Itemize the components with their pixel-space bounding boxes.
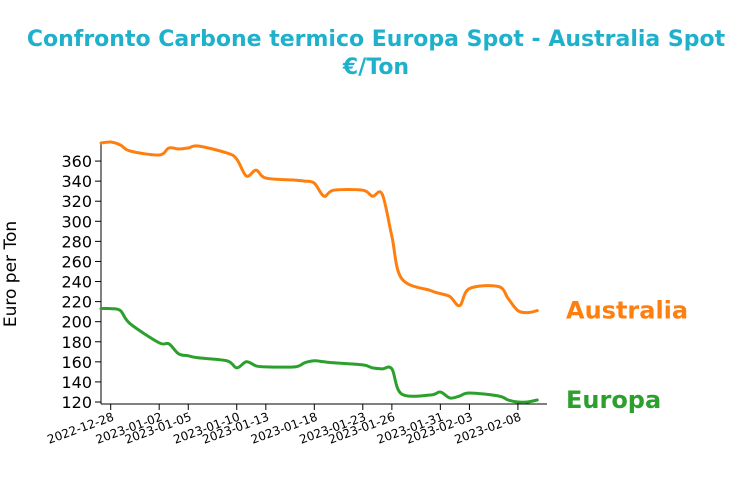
series-labels: Australia Europa [566,297,688,414]
y-tick-label: 140 [61,373,92,392]
series-line-europa [99,306,539,404]
y-tick-label: 200 [61,313,92,332]
series-label-europa: Europa [566,386,661,414]
series-line-australia [99,140,539,315]
y-tick-label: 300 [61,212,92,231]
y-tick-label: 240 [61,273,92,292]
chart-title: Confronto Carbone termico Europa Spot - … [27,27,726,52]
y-tick-label: 160 [61,353,92,372]
y-tick-label: 340 [61,172,92,191]
series-label-australia: Australia [566,297,688,325]
y-tick-label: 360 [61,152,92,171]
y-tick-label: 180 [61,333,92,352]
y-tick-label: 120 [61,393,92,412]
chart-subtitle: €/Ton [342,55,409,80]
y-tick-label: 280 [61,232,92,251]
y-tick-label: 220 [61,293,92,312]
y-tick-label: 260 [61,252,92,271]
x-axis: 2022-12-282023-01-022023-01-052023-01-10… [45,403,547,447]
y-tick-label: 320 [61,192,92,211]
y-axis-label: Euro per Ton [1,221,21,327]
series-group [99,140,539,404]
